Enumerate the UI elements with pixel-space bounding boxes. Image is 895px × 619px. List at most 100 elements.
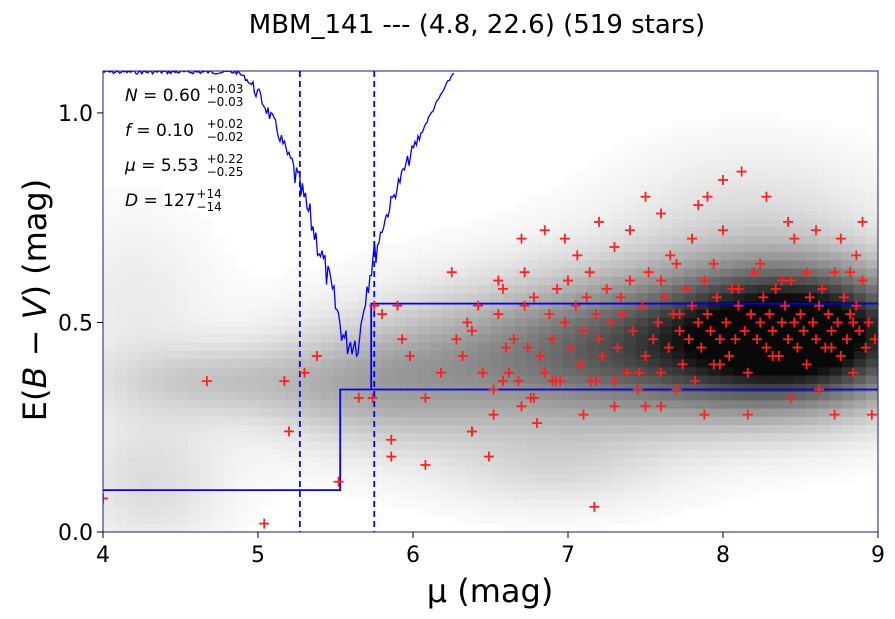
density-cell [199, 276, 213, 286]
density-cell [224, 392, 237, 401]
density-cell [672, 227, 685, 237]
density-cell [817, 350, 831, 360]
density-cell [829, 252, 843, 261]
star-marker [473, 300, 484, 311]
star-marker [702, 191, 713, 202]
density-cell [635, 424, 649, 434]
x-tick-label: 5 [251, 543, 265, 568]
density-cell [805, 449, 819, 459]
density-cell [853, 466, 867, 475]
density-cell [417, 359, 431, 368]
density-cell [781, 317, 794, 327]
density-cell [744, 326, 758, 336]
density-cell [248, 301, 262, 311]
density-cell [696, 474, 710, 484]
density-cell [320, 350, 334, 360]
density-cell [526, 309, 540, 319]
density-cell [502, 227, 516, 237]
density-cell [308, 317, 322, 327]
density-cell [599, 186, 613, 196]
density-cell [175, 515, 189, 525]
density-cell [732, 276, 746, 286]
density-cell [103, 359, 116, 368]
density-cell [672, 433, 685, 443]
density-cell [466, 309, 479, 319]
fit-param-lower-error: −14 [196, 200, 221, 214]
density-cell [672, 169, 685, 179]
density-cell [623, 145, 637, 154]
density-cell [236, 285, 249, 294]
density-cell [442, 235, 455, 245]
density-cell [478, 408, 492, 418]
density-cell [417, 474, 431, 484]
density-cell [769, 433, 782, 443]
density-cell [224, 499, 237, 508]
density-cell [478, 424, 492, 434]
density-cell [744, 416, 758, 426]
density-cell [756, 375, 770, 385]
density-cell [647, 210, 661, 220]
density-cell [199, 252, 213, 261]
density-cell [478, 383, 492, 393]
density-cell [563, 252, 576, 261]
density-cell [551, 350, 564, 360]
star-marker [811, 225, 821, 236]
density-cell [442, 400, 455, 410]
star-marker [708, 258, 719, 269]
density-cell [103, 499, 116, 508]
density-cell [635, 466, 649, 475]
density-cell [538, 416, 552, 426]
density-cell [635, 507, 649, 517]
density-cell [611, 276, 625, 286]
density-cell [575, 482, 588, 492]
star-marker [539, 367, 550, 378]
star-marker [677, 359, 688, 370]
density-cell [660, 276, 673, 286]
density-cell [696, 383, 710, 393]
density-cell [744, 408, 758, 418]
density-cell [587, 474, 601, 484]
density-cell [599, 367, 613, 377]
density-cell [369, 408, 383, 418]
star-marker [811, 334, 821, 345]
density-cell [563, 392, 576, 401]
y-tick-label: 0.0 [58, 521, 93, 546]
density-cell [623, 400, 637, 410]
density-cell [369, 392, 383, 401]
density-cell [611, 153, 625, 163]
density-cell [296, 441, 310, 451]
density-cell [175, 466, 189, 475]
density-cell [248, 457, 262, 467]
density-cell [502, 441, 516, 451]
density-cell [647, 293, 661, 303]
density-cell [841, 375, 855, 385]
density-cell [175, 433, 189, 443]
model-extinction-step [103, 388, 878, 492]
density-cell [381, 408, 395, 418]
density-cell [490, 367, 504, 377]
density-cell [357, 392, 371, 401]
density-cell [175, 317, 189, 327]
density-cell [623, 219, 637, 229]
density-cell [260, 441, 274, 451]
density-cell [369, 367, 383, 377]
star-marker [643, 267, 654, 278]
density-cell [781, 424, 794, 434]
density-cell [454, 482, 467, 492]
density-cell [417, 293, 431, 303]
density-cell [587, 457, 601, 467]
density-cell [224, 309, 237, 319]
density-cell [175, 210, 189, 220]
density-cell [526, 334, 540, 344]
density-cell [829, 194, 843, 204]
density-cell [660, 383, 673, 393]
density-cell [417, 268, 431, 278]
density-cell [660, 474, 673, 484]
star-marker [544, 309, 555, 320]
density-cell [320, 416, 334, 426]
density-cell [115, 523, 128, 532]
star-marker [625, 275, 635, 286]
density-cell [490, 466, 504, 475]
density-cell [563, 219, 576, 229]
density-cell [478, 301, 492, 311]
